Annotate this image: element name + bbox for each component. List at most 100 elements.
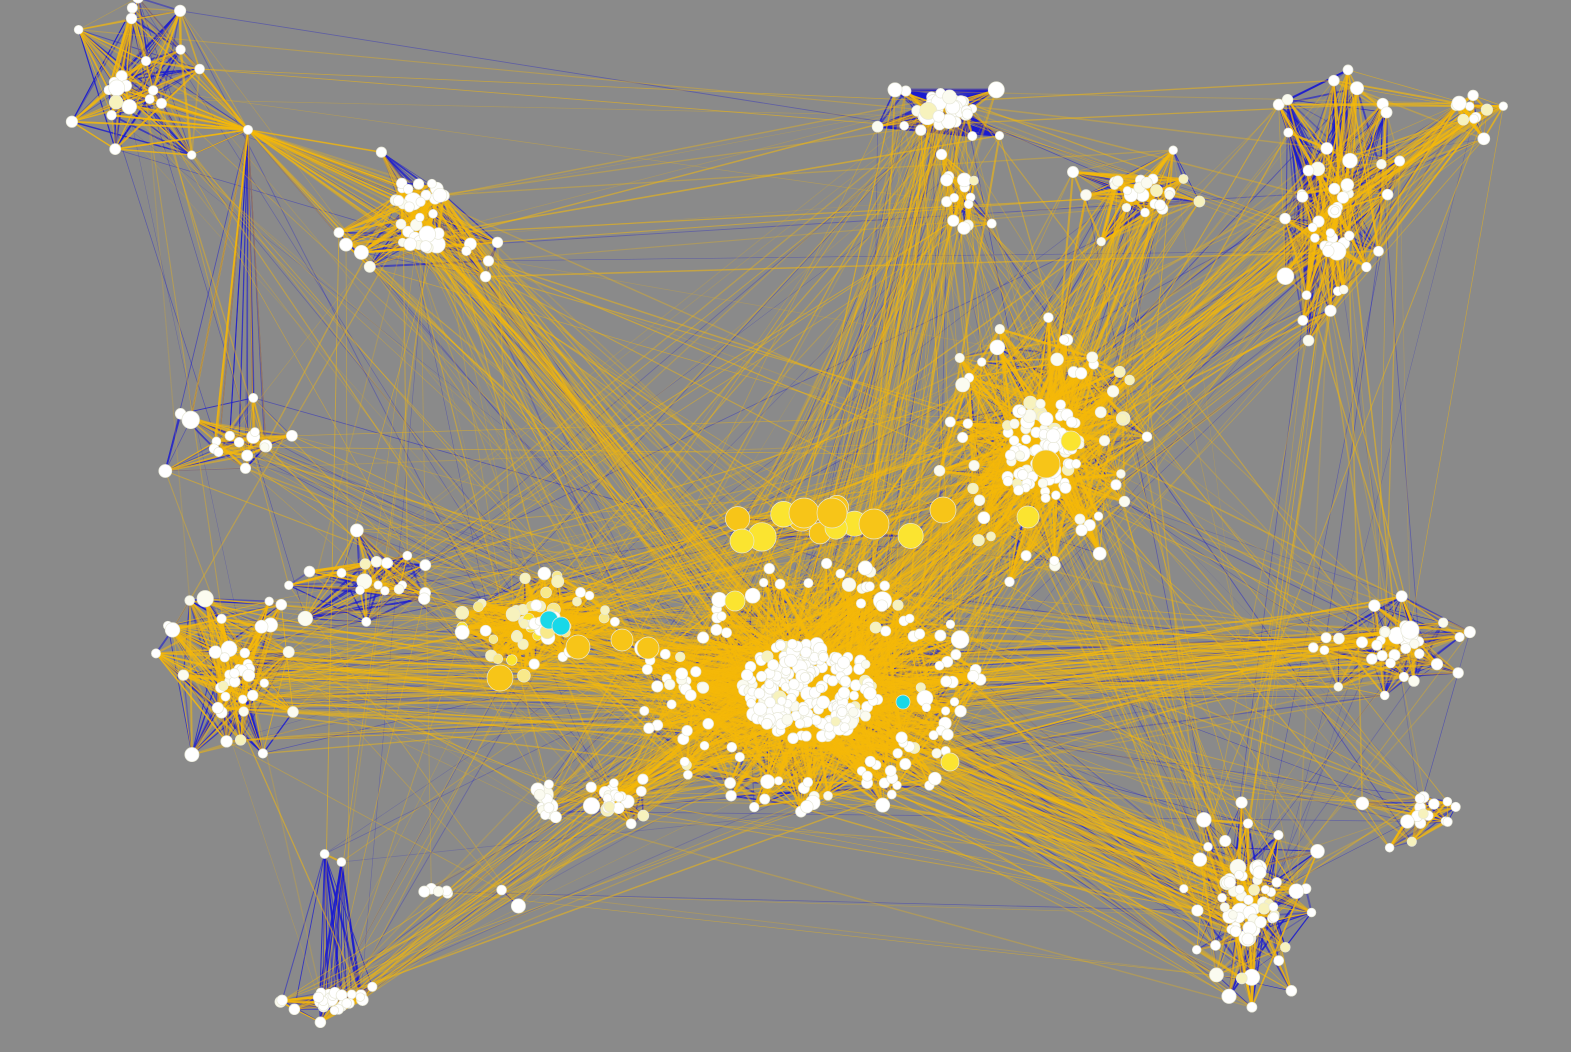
graph-node-gold-hub-11[interactable]: [636, 636, 660, 660]
graph-node-gold-hub-8[interactable]: [486, 664, 514, 692]
graph-node[interactable]: [491, 236, 504, 249]
graph-node[interactable]: [895, 731, 908, 744]
graph-node[interactable]: [967, 482, 979, 495]
graph-node[interactable]: [734, 752, 745, 763]
graph-node[interactable]: [1342, 152, 1358, 169]
graph-node[interactable]: [612, 801, 625, 815]
graph-node[interactable]: [187, 150, 197, 160]
graph-node[interactable]: [257, 748, 268, 759]
graph-node[interactable]: [1075, 524, 1088, 537]
graph-node[interactable]: [659, 648, 671, 660]
graph-node[interactable]: [1150, 184, 1163, 197]
graph-node[interactable]: [1050, 352, 1064, 367]
graph-node[interactable]: [1296, 190, 1309, 203]
graph-node[interactable]: [835, 568, 846, 579]
graph-node[interactable]: [284, 580, 294, 590]
graph-node[interactable]: [787, 638, 798, 650]
graph-node[interactable]: [837, 686, 851, 699]
graph-node[interactable]: [505, 606, 521, 622]
graph-node[interactable]: [1368, 599, 1381, 612]
graph-node[interactable]: [940, 675, 953, 688]
graph-node[interactable]: [543, 779, 554, 790]
graph-node[interactable]: [1400, 814, 1415, 829]
graph-node[interactable]: [108, 79, 126, 97]
graph-node[interactable]: [473, 601, 484, 612]
graph-node[interactable]: [1450, 801, 1461, 812]
graph-node[interactable]: [1196, 812, 1212, 828]
graph-node[interactable]: [641, 663, 653, 675]
graph-node[interactable]: [1098, 435, 1111, 447]
graph-node[interactable]: [600, 605, 610, 615]
graph-node[interactable]: [880, 625, 892, 637]
graph-node[interactable]: [1398, 671, 1409, 682]
graph-node[interactable]: [140, 55, 152, 67]
graph-node[interactable]: [1281, 93, 1294, 106]
graph-node[interactable]: [528, 658, 540, 670]
graph-node[interactable]: [175, 44, 186, 55]
graph-node[interactable]: [106, 110, 117, 121]
graph-node[interactable]: [1141, 431, 1153, 442]
graph-node[interactable]: [863, 686, 877, 701]
graph-node[interactable]: [1451, 95, 1467, 111]
graph-node[interactable]: [841, 577, 857, 592]
graph-node[interactable]: [690, 666, 702, 678]
graph-node[interactable]: [941, 706, 951, 716]
graph-node[interactable]: [968, 460, 980, 472]
graph-node[interactable]: [233, 437, 245, 448]
graph-node[interactable]: [247, 689, 259, 702]
graph-node[interactable]: [1452, 667, 1464, 679]
graph-node[interactable]: [1324, 304, 1337, 317]
graph-node[interactable]: [1223, 876, 1236, 889]
graph-node[interactable]: [1015, 450, 1025, 461]
graph-node[interactable]: [603, 801, 615, 813]
graph-node[interactable]: [1333, 682, 1344, 692]
graph-node[interactable]: [1379, 690, 1390, 701]
graph-node[interactable]: [892, 748, 903, 759]
graph-node[interactable]: [1074, 513, 1086, 525]
graph-node[interactable]: [1248, 884, 1260, 896]
graph-node[interactable]: [824, 722, 835, 733]
graph-node[interactable]: [1394, 155, 1406, 167]
graph-node[interactable]: [781, 713, 794, 726]
graph-node[interactable]: [428, 209, 438, 219]
graph-node[interactable]: [963, 199, 974, 209]
graph-node[interactable]: [899, 758, 912, 770]
graph-node[interactable]: [492, 653, 504, 665]
graph-node[interactable]: [961, 108, 973, 120]
graph-node[interactable]: [418, 225, 436, 243]
graph-node[interactable]: [639, 705, 650, 716]
graph-node[interactable]: [1384, 842, 1395, 853]
graph-node[interactable]: [1008, 435, 1020, 446]
graph-node[interactable]: [777, 696, 787, 706]
graph-node[interactable]: [744, 587, 761, 604]
graph-node-gold-hub-1[interactable]: [788, 497, 820, 529]
graph-node[interactable]: [455, 605, 470, 620]
graph-node[interactable]: [941, 728, 954, 741]
graph-node[interactable]: [904, 613, 915, 624]
graph-node[interactable]: [683, 769, 693, 780]
graph-node[interactable]: [989, 339, 1006, 356]
graph-node[interactable]: [815, 683, 826, 694]
graph-node[interactable]: [1193, 195, 1206, 208]
graph-node[interactable]: [788, 678, 800, 690]
graph-node-gold-hub-6[interactable]: [1031, 449, 1061, 479]
graph-node[interactable]: [1319, 645, 1330, 656]
graph-node[interactable]: [517, 638, 529, 650]
graph-node[interactable]: [575, 587, 586, 598]
graph-node[interactable]: [380, 586, 390, 596]
graph-node[interactable]: [109, 143, 122, 155]
graph-node[interactable]: [303, 565, 316, 578]
graph-node[interactable]: [353, 244, 369, 260]
graph-node[interactable]: [666, 699, 677, 710]
graph-node[interactable]: [1268, 902, 1279, 912]
graph-node[interactable]: [479, 624, 492, 637]
graph-node[interactable]: [884, 764, 897, 777]
graph-node[interactable]: [899, 121, 909, 131]
graph-node[interactable]: [679, 756, 690, 767]
graph-node[interactable]: [432, 187, 448, 203]
graph-node[interactable]: [1338, 284, 1349, 295]
graph-node[interactable]: [774, 578, 786, 590]
graph-node[interactable]: [254, 619, 269, 634]
graph-node[interactable]: [848, 706, 859, 718]
graph-node[interactable]: [224, 430, 235, 442]
